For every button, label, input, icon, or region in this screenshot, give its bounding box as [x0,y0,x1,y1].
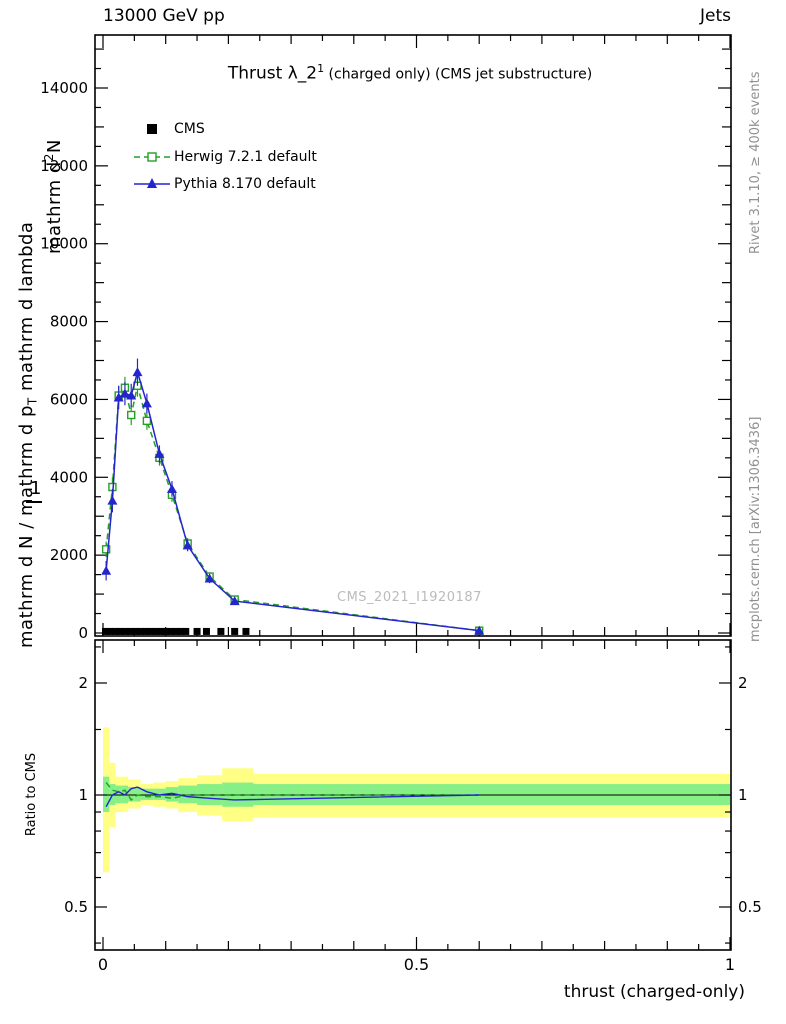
cms-data-point [132,627,140,635]
y-tick-label: 6000 [50,390,88,408]
y-tick-label: 8000 [50,313,88,331]
ratio-band-green [115,785,122,804]
cms-data-point [102,627,110,635]
cms-data-point [157,627,165,635]
plot-title-main: Thrust λ_2 [227,63,318,84]
cms-data-point [182,627,190,635]
marker-pythia [204,573,215,583]
cms-data-point [147,627,155,635]
ratio-line-pythia [105,786,480,808]
legend-marker-pythia [147,178,157,188]
legend-label-herwig: Herwig 7.2.1 default [174,149,317,165]
ratio-tick-label: 2 [78,674,88,692]
y-tick-label: 12000 [40,157,88,175]
cms-data-point [137,627,145,635]
y-tick-label: 4000 [50,468,88,486]
y-tick-label: 2000 [50,546,88,564]
cms-data-point [152,627,160,635]
mcplots-arxiv-note: mcplots.cern.ch [arXiv:1306.3436] [748,416,763,642]
plot-title-rest: (charged only) (CMS jet substructure) [324,66,593,83]
legend-label-pythia: Pythia 8.170 default [174,176,316,192]
marker-pythia [126,390,137,400]
ratio-tick-label: 1 [78,786,88,804]
cms-data-point [172,627,180,635]
y-tick-label: 0 [78,624,88,642]
marker-pythia [141,398,152,408]
marker-pythia [113,392,124,402]
marker-herwig [142,416,152,426]
ratio-tick-label: 2 [738,674,748,692]
cms-data-point [112,627,120,635]
marker-pythia [154,448,165,458]
cms-data-point [242,627,250,635]
cms-data-point [202,627,210,635]
y-axis-fraction-bar [26,501,42,503]
cms-data-point [162,627,170,635]
cms-data-point [127,627,135,635]
y-axis-title-one: 1 [30,478,42,499]
marker-pythia [474,625,485,635]
analysis-group-label: Jets [700,6,731,26]
marker-pythia [182,540,193,550]
ratio-tick-label: 1 [738,786,748,804]
rivet-version-note: Rivet 3.1.10, ≥ 400k events [748,71,763,254]
cms-data-point [217,627,225,635]
legend-marker-cms [147,124,157,134]
cms-data-point [231,627,239,635]
marker-pythia [101,565,112,575]
marker-pythia [132,367,143,377]
plot-title: Thrust λ_21 (charged only) (CMS jet subs… [150,62,670,84]
marker-pythia [119,388,130,398]
ratio-line-herwig [105,782,480,801]
cms-data-point [107,627,115,635]
main-frame [94,34,732,637]
cms-data-point [117,627,125,635]
x-tick-label: 0 [98,955,108,974]
y-tick-label: 14000 [40,79,88,97]
marker-herwig [101,545,111,554]
watermark: CMS_2021_I1920187 [337,590,482,605]
legend-marker-herwig [147,152,157,162]
y-tick-label: 10000 [40,235,88,253]
marker-herwig [127,410,136,420]
ratio-tick-label: 0.5 [738,898,762,916]
beam-energy-label: 13000 GeV pp [103,6,225,26]
ratio-tick-label: 0.5 [64,898,88,916]
cms-data-point [167,627,175,635]
cms-data-point [142,627,150,635]
ratio-band-green [128,787,135,802]
ratio-band-green [103,776,110,813]
plot-title-superscript: 1 [317,62,325,75]
y-axis-title-numerator: mathrm d2N [42,139,65,254]
legend-label-cms: CMS [174,121,205,137]
ratio-band-green [140,788,154,800]
x-tick-label: 0.5 [404,955,429,974]
cms-data-point [193,627,201,635]
cms-data-point [122,627,130,635]
cms-data-point [177,627,185,635]
x-tick-label: 1 [725,955,735,974]
ratio-axis-title: Ratio to CMS [24,752,39,837]
y-axis-title-denominator: mathrm d N / mathrm d pT mathrm d lambda [16,221,40,648]
marker-pythia [166,483,177,493]
marker-pythia [107,495,118,505]
x-axis-title: thrust (charged-only) [563,982,745,1002]
marker-pythia [229,596,240,606]
